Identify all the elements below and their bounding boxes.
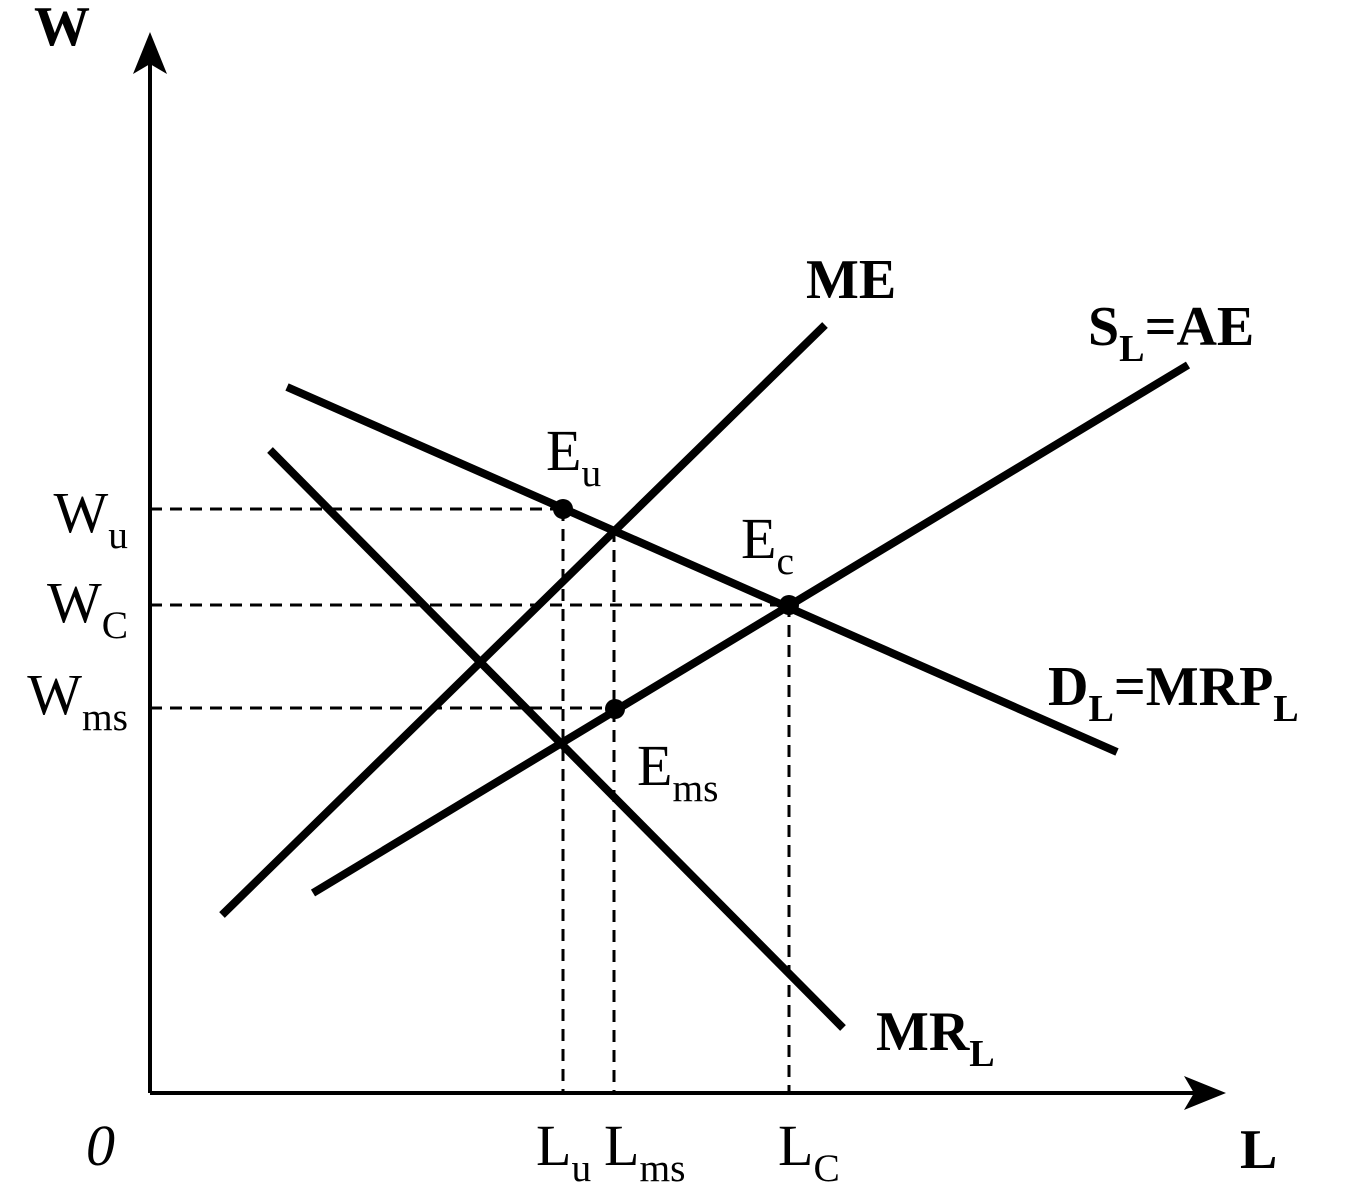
quantity-label: Lu [536, 1113, 591, 1190]
curve-label: DL=MRPL [1048, 656, 1299, 730]
subscript: C [102, 603, 128, 647]
subscript: C [813, 1146, 839, 1190]
label-text: ME [806, 249, 896, 311]
subscript: ms [82, 695, 128, 739]
subscript: L [969, 1033, 994, 1075]
label-text: S [1088, 296, 1119, 358]
point-ec [779, 595, 799, 615]
supply-curve [310, 361, 1191, 897]
curve-label: SL=AE [1088, 296, 1254, 370]
guide-lines [150, 507, 791, 1093]
quantity-label: LC [778, 1113, 840, 1190]
y-axis-label: W [34, 0, 90, 58]
subscript: L [1088, 688, 1113, 730]
point-label: Ec [741, 506, 794, 583]
y-arrow [133, 32, 167, 74]
subscript: u [581, 451, 601, 495]
curve-label: MRL [876, 1001, 995, 1075]
subscript: u [108, 513, 128, 557]
label-text: MR [876, 1001, 970, 1063]
wage-label: WC [47, 570, 128, 647]
label-text: L [778, 1113, 813, 1178]
label-text: W [54, 480, 109, 545]
label-text: W [47, 570, 102, 635]
wage-label: Wms [27, 662, 128, 739]
demand-curve [285, 383, 1119, 756]
label-text: E [637, 733, 672, 798]
quantity-label: Lms [604, 1113, 685, 1190]
subscript: ms [672, 766, 718, 810]
point-label: Eu [546, 418, 601, 495]
label-text: W [27, 662, 82, 727]
label-text: L [604, 1113, 639, 1178]
x-arrow [1184, 1076, 1226, 1110]
label-text: =MRP [1114, 656, 1273, 718]
mr-curve [267, 447, 846, 1031]
subscript: L [1273, 688, 1298, 730]
label-text: E [546, 418, 581, 483]
subscript: u [571, 1146, 591, 1190]
origin-label: 0 [86, 1113, 115, 1178]
label-text: =AE [1145, 296, 1255, 358]
subscript: L [1119, 328, 1144, 370]
point-label: Ems [637, 733, 718, 810]
subscript: ms [639, 1146, 685, 1190]
wage-label: Wu [54, 480, 129, 557]
subscript: c [776, 539, 794, 583]
x-axis-label: L [1240, 1119, 1277, 1181]
point-eu [553, 499, 573, 519]
label-text: E [741, 506, 776, 571]
label-text: D [1048, 656, 1088, 718]
curve-label: ME [806, 249, 896, 311]
label-text: L [536, 1113, 571, 1178]
me-curve [219, 322, 828, 918]
point-ems [605, 699, 625, 719]
